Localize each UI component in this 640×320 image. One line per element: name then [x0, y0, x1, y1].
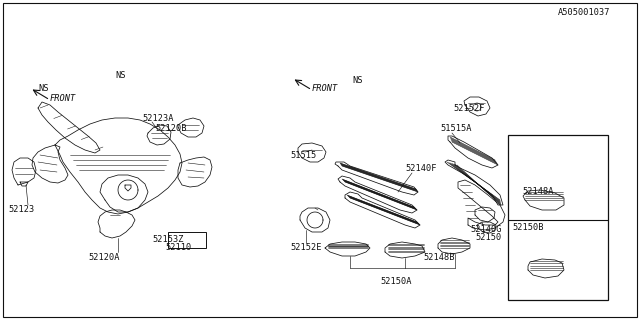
Text: 52150: 52150 [475, 234, 501, 243]
Text: 52148B: 52148B [423, 253, 454, 262]
Text: 52152E: 52152E [290, 244, 321, 252]
Text: 51515: 51515 [290, 150, 316, 159]
Text: 51515A: 51515A [440, 124, 472, 132]
Text: NS: NS [115, 70, 125, 79]
Text: 52140G: 52140G [470, 226, 502, 235]
Text: 52120A: 52120A [88, 252, 120, 261]
Text: 52150A: 52150A [380, 277, 412, 286]
Text: 52120B: 52120B [155, 124, 186, 132]
Text: FRONT: FRONT [312, 84, 339, 92]
Bar [168, 232, 206, 248]
Text: 52140F: 52140F [405, 164, 436, 172]
Text: 52110: 52110 [165, 244, 191, 252]
Text: 52150B: 52150B [512, 223, 543, 233]
Text: 52123: 52123 [8, 205, 35, 214]
Text: 52153Z: 52153Z [152, 236, 184, 244]
Text: NS: NS [38, 84, 49, 92]
Text: A505001037: A505001037 [557, 7, 610, 17]
Bar [508, 135, 608, 300]
Text: 52148A: 52148A [522, 188, 554, 196]
Text: NS: NS [352, 76, 362, 84]
Text: 52152F: 52152F [453, 103, 484, 113]
Text: 52123A: 52123A [142, 114, 173, 123]
Text: FRONT: FRONT [50, 93, 76, 102]
